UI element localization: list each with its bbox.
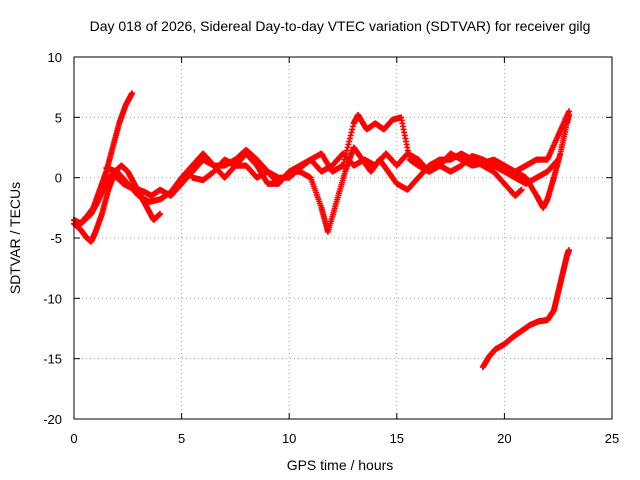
y-tick-label: -10 [43, 291, 62, 306]
data-point-marker [129, 90, 136, 97]
data-series [71, 90, 572, 371]
chart-title: Day 018 of 2026, Sidereal Day-to-day VTE… [90, 18, 591, 34]
y-tick-label: -20 [43, 412, 62, 427]
y-axis-title: SDTVAR / TECUs [7, 182, 23, 294]
x-tick-label: 20 [497, 431, 511, 446]
data-point-marker [565, 111, 572, 118]
axis-ticks: 0 5 10 15 20 25 -20 -15 -10 -5 0 5 10 [43, 50, 619, 446]
y-tick-label: 5 [55, 110, 62, 125]
x-tick-label: 5 [178, 431, 185, 446]
x-tick-label: 0 [70, 431, 77, 446]
y-tick-label: 10 [48, 50, 62, 65]
y-tick-label: 0 [55, 171, 62, 186]
x-tick-label: 10 [282, 431, 296, 446]
x-tick-label: 25 [605, 431, 619, 446]
y-tick-label: -15 [43, 352, 62, 367]
x-axis-title: GPS time / hours [287, 457, 394, 473]
data-point-marker [565, 247, 572, 254]
series-sdtvar-track-6 [512, 111, 572, 211]
data-point-marker [518, 186, 525, 193]
x-tick-label: 15 [390, 431, 404, 446]
data-point-marker [157, 210, 164, 217]
y-tick-label: -5 [50, 231, 62, 246]
series-sdtvar-track-7 [479, 247, 572, 371]
